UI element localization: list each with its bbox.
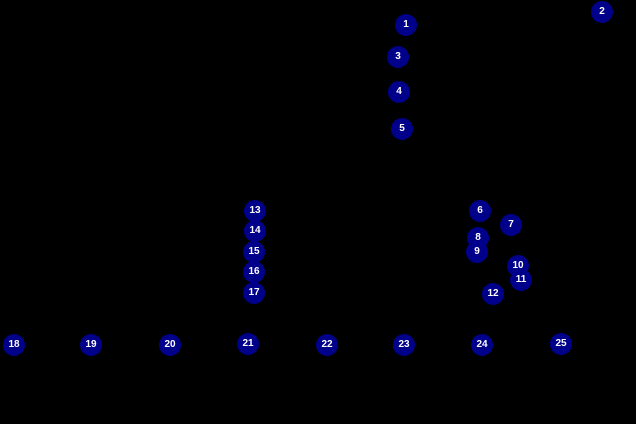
som-mark-16[interactable]: 16 [243,261,265,283]
som-mark-25[interactable]: 25 [550,333,572,355]
som-mark-4[interactable]: 4 [388,81,410,103]
som-mark-24[interactable]: 24 [471,334,493,356]
som-mark-20[interactable]: 20 [159,334,181,356]
som-mark-13[interactable]: 13 [244,200,266,222]
som-mark-17[interactable]: 17 [243,282,265,304]
som-mark-1[interactable]: 1 [395,14,417,36]
som-mark-14[interactable]: 14 [244,220,266,242]
som-mark-3[interactable]: 3 [387,46,409,68]
som-mark-5[interactable]: 5 [391,118,413,140]
som-mark-6[interactable]: 6 [469,200,491,222]
som-mark-12[interactable]: 12 [482,283,504,305]
som-mark-21[interactable]: 21 [237,333,259,355]
som-mark-15[interactable]: 15 [243,241,265,263]
som-mark-19[interactable]: 19 [80,334,102,356]
som-mark-18[interactable]: 18 [3,334,25,356]
som-mark-23[interactable]: 23 [393,334,415,356]
som-mark-9[interactable]: 9 [466,241,488,263]
som-mark-7[interactable]: 7 [500,214,522,236]
som-mark-11[interactable]: 11 [510,269,532,291]
som-mark-2[interactable]: 2 [591,1,613,23]
som-mark-22[interactable]: 22 [316,334,338,356]
